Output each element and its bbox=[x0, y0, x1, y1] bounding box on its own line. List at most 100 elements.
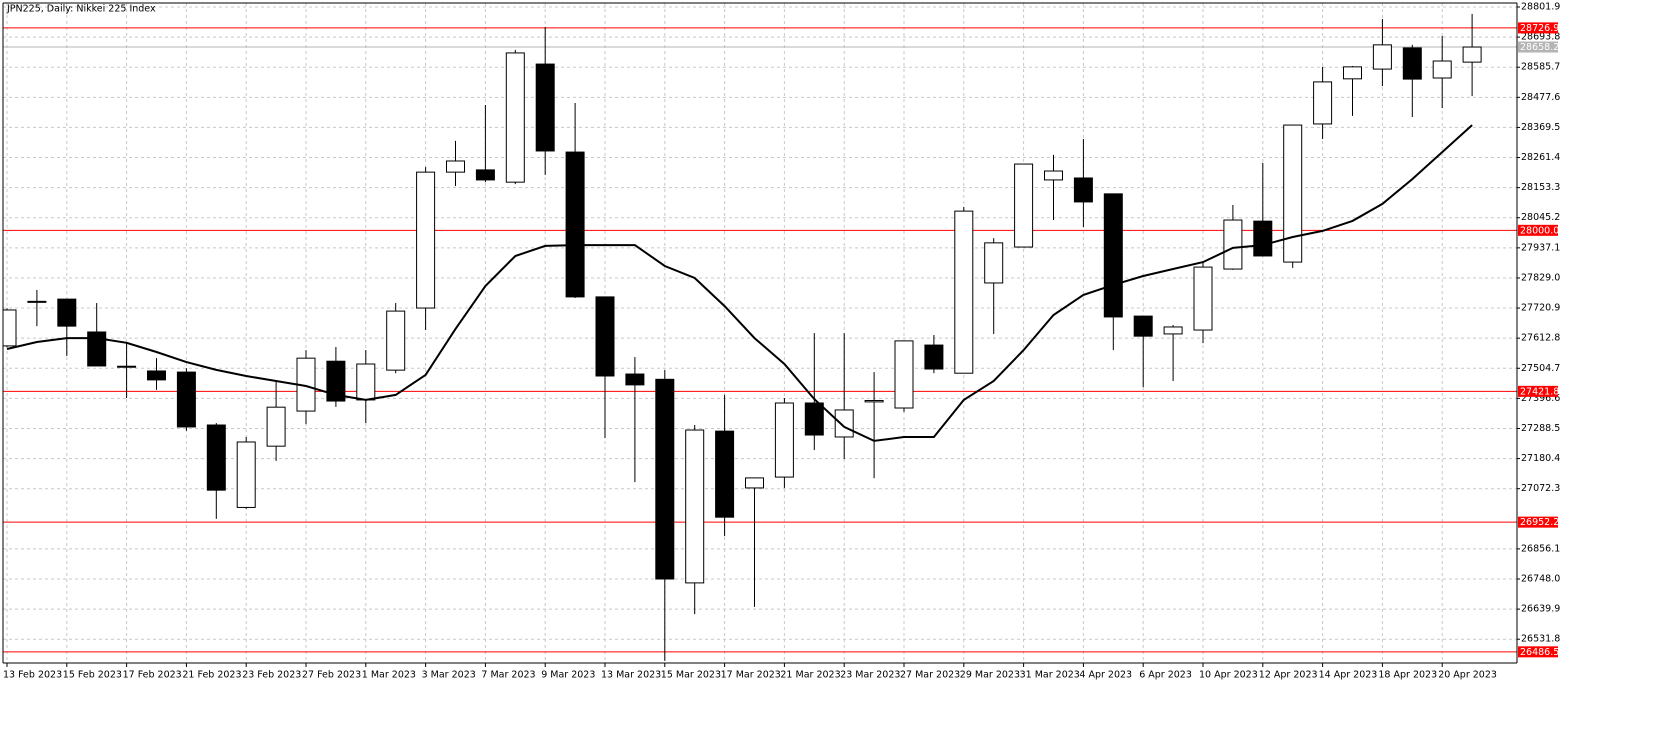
candle-body bbox=[236, 441, 256, 508]
candle-body bbox=[87, 331, 107, 367]
x-tick-label: 15 Feb 2023 bbox=[63, 670, 122, 681]
x-tick-label: 17 Mar 2023 bbox=[721, 670, 781, 681]
candle-body bbox=[326, 360, 346, 402]
candle-body bbox=[1253, 220, 1273, 257]
y-tick-label: 28693.8 bbox=[1521, 32, 1560, 43]
x-tick-label: 23 Mar 2023 bbox=[840, 670, 900, 681]
candle-body bbox=[475, 169, 495, 181]
candle-body bbox=[266, 406, 286, 447]
candle-body bbox=[1073, 177, 1093, 203]
candle-body bbox=[1044, 170, 1063, 181]
y-tick-label: 28369.5 bbox=[1521, 122, 1560, 133]
y-tick-label: 27937.1 bbox=[1521, 242, 1560, 253]
x-tick-label: 4 Apr 2023 bbox=[1079, 670, 1132, 681]
y-tick-label: 26531.8 bbox=[1521, 634, 1560, 645]
candle-body bbox=[416, 171, 436, 309]
x-tick-label: 12 Apr 2023 bbox=[1259, 670, 1318, 681]
level-label-box bbox=[1518, 646, 1558, 658]
candle-body bbox=[1103, 193, 1123, 318]
x-tick-label: 21 Mar 2023 bbox=[780, 670, 840, 681]
y-tick-label: 27288.5 bbox=[1521, 423, 1560, 434]
x-tick-label: 14 Apr 2023 bbox=[1319, 670, 1378, 681]
level-label: 26952.2 bbox=[1520, 517, 1559, 528]
y-tick-label: 28477.6 bbox=[1521, 92, 1560, 103]
candle-body bbox=[1283, 124, 1303, 263]
y-tick-label: 27504.7 bbox=[1521, 363, 1560, 374]
candle-body bbox=[446, 160, 465, 173]
candle-body bbox=[1402, 47, 1422, 80]
x-tick-label: 21 Feb 2023 bbox=[182, 670, 241, 681]
x-tick-label: 27 Feb 2023 bbox=[302, 670, 361, 681]
y-tick-label: 26856.1 bbox=[1521, 543, 1560, 554]
x-tick-label: 17 Feb 2023 bbox=[123, 670, 182, 681]
candle-body bbox=[176, 371, 196, 428]
candle-body bbox=[1372, 44, 1392, 70]
level-label-box bbox=[1518, 41, 1558, 53]
candle-body bbox=[27, 300, 47, 303]
candle-body bbox=[117, 365, 137, 368]
candle-body bbox=[894, 340, 914, 409]
x-tick-label: 1 Mar 2023 bbox=[362, 670, 416, 681]
y-tick-label: 28585.7 bbox=[1521, 62, 1560, 73]
level-label-box bbox=[1518, 224, 1558, 236]
x-tick-label: 13 Mar 2023 bbox=[601, 670, 661, 681]
x-tick-label: 7 Mar 2023 bbox=[481, 670, 535, 681]
x-tick-label: 10 Apr 2023 bbox=[1199, 670, 1258, 681]
x-tick-label: 20 Apr 2023 bbox=[1438, 670, 1497, 681]
candle-body bbox=[505, 52, 525, 183]
axes: 28801.9 28693.8 28585.7 28477.6 28369.5 28261… bbox=[2, 2, 1560, 681]
candle-body bbox=[655, 378, 675, 580]
level-label: 26486.5 bbox=[1520, 647, 1559, 658]
candle-body bbox=[57, 298, 77, 327]
y-tick-label: 27612.8 bbox=[1521, 333, 1560, 344]
x-tick-label: 9 Mar 2023 bbox=[541, 670, 595, 681]
candle-body bbox=[595, 296, 615, 377]
plot-area bbox=[3, 13, 1517, 661]
level-label: 28726.9 bbox=[1520, 23, 1559, 34]
x-tick-label: 13 Feb 2023 bbox=[3, 670, 62, 681]
candle-body bbox=[1193, 266, 1213, 331]
x-tick-label: 18 Apr 2023 bbox=[1378, 670, 1437, 681]
y-tick-label: 26748.0 bbox=[1521, 574, 1560, 585]
y-tick-label: 27396.6 bbox=[1521, 393, 1560, 404]
candle-body bbox=[1163, 326, 1183, 335]
candle-body bbox=[715, 430, 735, 518]
x-tick-label: 29 Mar 2023 bbox=[960, 670, 1020, 681]
candle-body bbox=[1133, 315, 1153, 337]
candle-body bbox=[565, 151, 585, 298]
x-tick-label: 15 Mar 2023 bbox=[661, 670, 721, 681]
candle-body bbox=[864, 399, 884, 403]
candle-body bbox=[625, 373, 645, 386]
candle-body bbox=[774, 402, 794, 478]
candle-body bbox=[206, 424, 226, 491]
level-label-box bbox=[1518, 516, 1558, 528]
y-tick-label: 27180.4 bbox=[1521, 453, 1560, 464]
candle-body bbox=[1343, 66, 1362, 80]
level-label: 27421.8 bbox=[1520, 386, 1559, 397]
y-tick-label: 27072.3 bbox=[1521, 483, 1560, 494]
candle-body bbox=[1223, 219, 1243, 270]
candle-body bbox=[834, 409, 854, 438]
y-tick-label: 28153.3 bbox=[1521, 182, 1560, 193]
y-tick-label: 28261.4 bbox=[1521, 152, 1560, 163]
y-tick-label: 27829.0 bbox=[1521, 272, 1560, 283]
candle-body bbox=[1014, 163, 1034, 248]
candle-body bbox=[3, 309, 17, 347]
candle-body bbox=[745, 477, 764, 489]
y-tick-label: 28801.9 bbox=[1521, 2, 1560, 13]
x-tick-label: 31 Mar 2023 bbox=[1020, 670, 1080, 681]
x-tick-label: 23 Feb 2023 bbox=[242, 670, 301, 681]
candle-body bbox=[535, 63, 555, 152]
candle-body bbox=[147, 370, 166, 381]
candle-body bbox=[386, 310, 406, 371]
candle-body bbox=[954, 210, 974, 374]
candle-body bbox=[804, 402, 824, 436]
candle-body bbox=[1313, 81, 1333, 125]
candle-body bbox=[1432, 60, 1452, 79]
moving-average-line bbox=[6, 124, 1473, 442]
candle-body bbox=[924, 344, 944, 370]
y-tick-label: 27720.9 bbox=[1521, 303, 1560, 314]
x-tick-label: 6 Apr 2023 bbox=[1139, 670, 1192, 681]
